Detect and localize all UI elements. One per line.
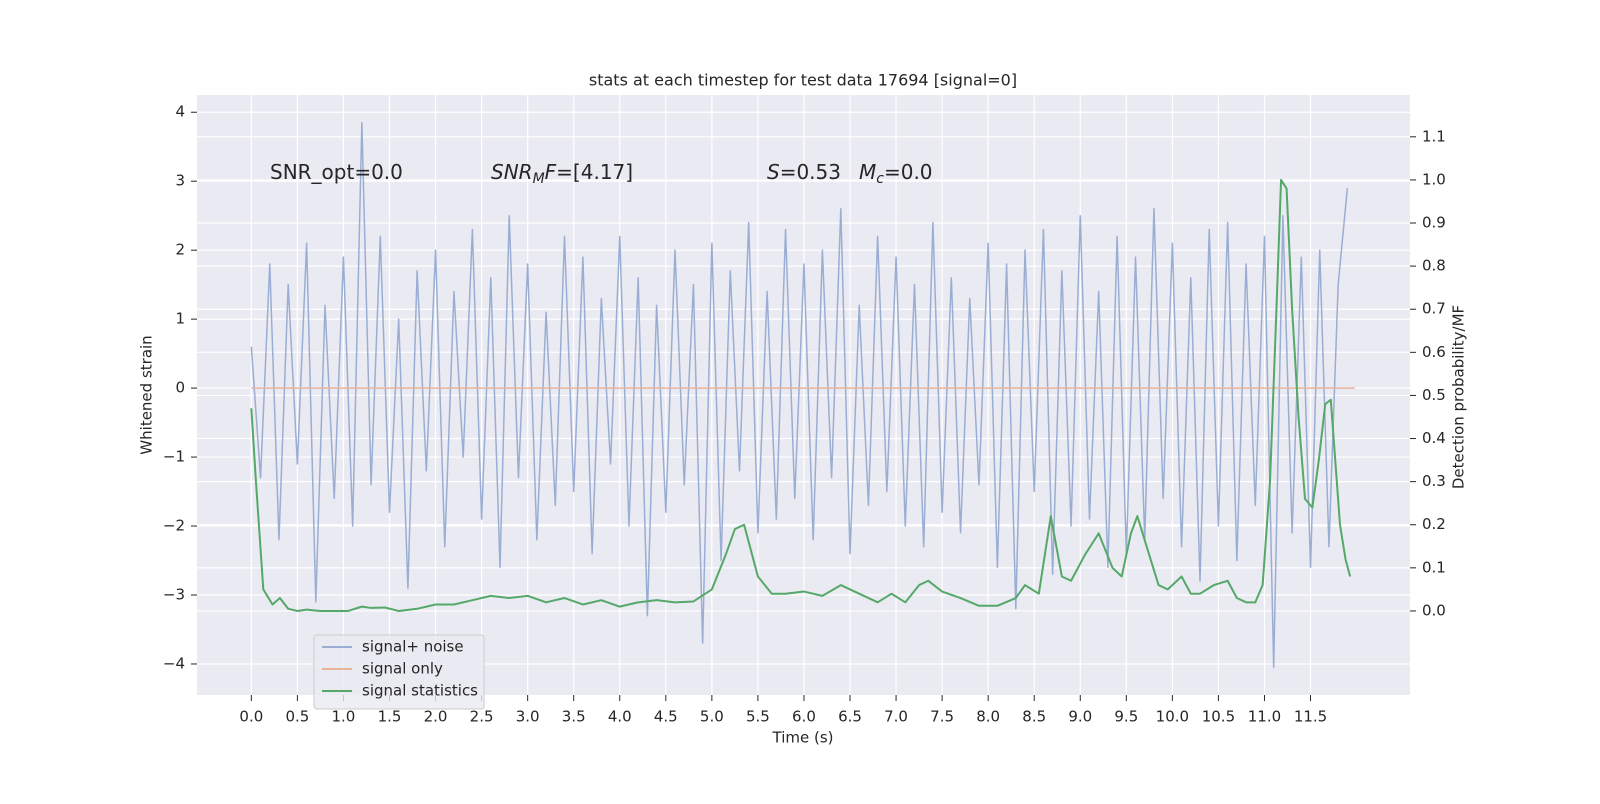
annotation-part: S	[767, 160, 780, 184]
x-tick-label: 2.5	[470, 708, 494, 726]
annotation-part: =0.53	[780, 160, 841, 184]
legend-label: signal statistics	[362, 682, 478, 700]
chart-title: stats at each timestep for test data 176…	[589, 71, 1017, 90]
y-tick-label: 3	[175, 172, 185, 190]
annotation-part: =[4.17]	[556, 160, 633, 184]
y-tick-label: 0	[175, 379, 185, 397]
x-tick-label: 6.0	[792, 708, 816, 726]
x-tick-label: 10.0	[1156, 708, 1189, 726]
annotation-part: SNR_opt=0.0	[270, 160, 403, 184]
x-tick-label: 11.5	[1294, 708, 1327, 726]
y2-tick-label: 1.0	[1422, 170, 1446, 188]
x-tick-label: 9.5	[1114, 708, 1138, 726]
x-tick-label: 6.5	[838, 708, 862, 726]
x-tick-label: 3.5	[562, 708, 586, 726]
y-axis-label: Whitened strain	[138, 335, 156, 454]
x-tick-label: 5.0	[700, 708, 724, 726]
x-tick-label: 11.0	[1248, 708, 1281, 726]
annotation-part: F	[545, 160, 557, 184]
annotation-part: M	[533, 171, 545, 187]
x-tick-label: 9.0	[1068, 708, 1092, 726]
x-tick-label: 1.0	[332, 708, 356, 726]
y2-tick-label: 0.7	[1422, 300, 1446, 318]
x-tick-label: 7.0	[884, 708, 908, 726]
legend-label: signal only	[362, 660, 443, 678]
y2-tick-label: 0.0	[1422, 601, 1446, 619]
x-tick-label: 8.0	[976, 708, 1000, 726]
x-tick-label: 8.5	[1022, 708, 1046, 726]
y2-tick-label: 0.4	[1422, 429, 1446, 447]
y2-tick-label: 0.8	[1422, 257, 1446, 275]
annotation-part: SNR	[491, 160, 533, 184]
legend-label: signal+ noise	[362, 638, 464, 656]
y-tick-label: −4	[163, 654, 185, 672]
annotation-part: c	[876, 171, 884, 187]
annotation: SNRMF=[4.17]	[491, 160, 633, 188]
annotation: Mc=0.0	[859, 160, 933, 188]
x-tick-label: 4.0	[608, 708, 632, 726]
annotation: SNR_opt=0.0	[270, 160, 403, 184]
y2-tick-label: 0.3	[1422, 472, 1446, 490]
y2-tick-label: 1.1	[1422, 127, 1446, 145]
x-tick-label: 7.5	[930, 708, 954, 726]
y2-tick-label: 0.2	[1422, 515, 1446, 533]
y-tick-label: −3	[163, 586, 185, 604]
y-tick-label: −2	[163, 517, 185, 535]
x-axis-label: Time (s)	[772, 729, 834, 747]
x-tick-label: 0.0	[239, 708, 263, 726]
y-tick-label: 4	[175, 103, 185, 121]
annotation: S=0.53	[767, 160, 841, 184]
x-tick-label: 5.5	[746, 708, 770, 726]
y2-tick-label: 0.9	[1422, 214, 1446, 232]
y-tick-label: −1	[163, 448, 185, 466]
x-tick-label: 0.5	[285, 708, 309, 726]
y2-tick-label: 0.1	[1422, 558, 1446, 576]
y-tick-label: 2	[175, 241, 185, 259]
x-tick-label: 1.5	[378, 708, 402, 726]
annotation-part: =0.0	[884, 160, 933, 184]
x-tick-label: 3.0	[516, 708, 540, 726]
series-line	[250, 121, 1349, 669]
series-line	[250, 178, 1352, 612]
x-tick-label: 2.0	[424, 708, 448, 726]
y2-tick-label: 0.6	[1422, 343, 1446, 361]
y2-axis-label: Detection probability/MF	[1450, 305, 1468, 489]
x-tick-label: 4.5	[654, 708, 678, 726]
annotation-part: M	[859, 160, 876, 184]
x-tick-label: 10.5	[1202, 708, 1235, 726]
legend-box	[313, 634, 485, 710]
y2-tick-label: 0.5	[1422, 386, 1446, 404]
y-tick-label: 1	[175, 310, 185, 328]
